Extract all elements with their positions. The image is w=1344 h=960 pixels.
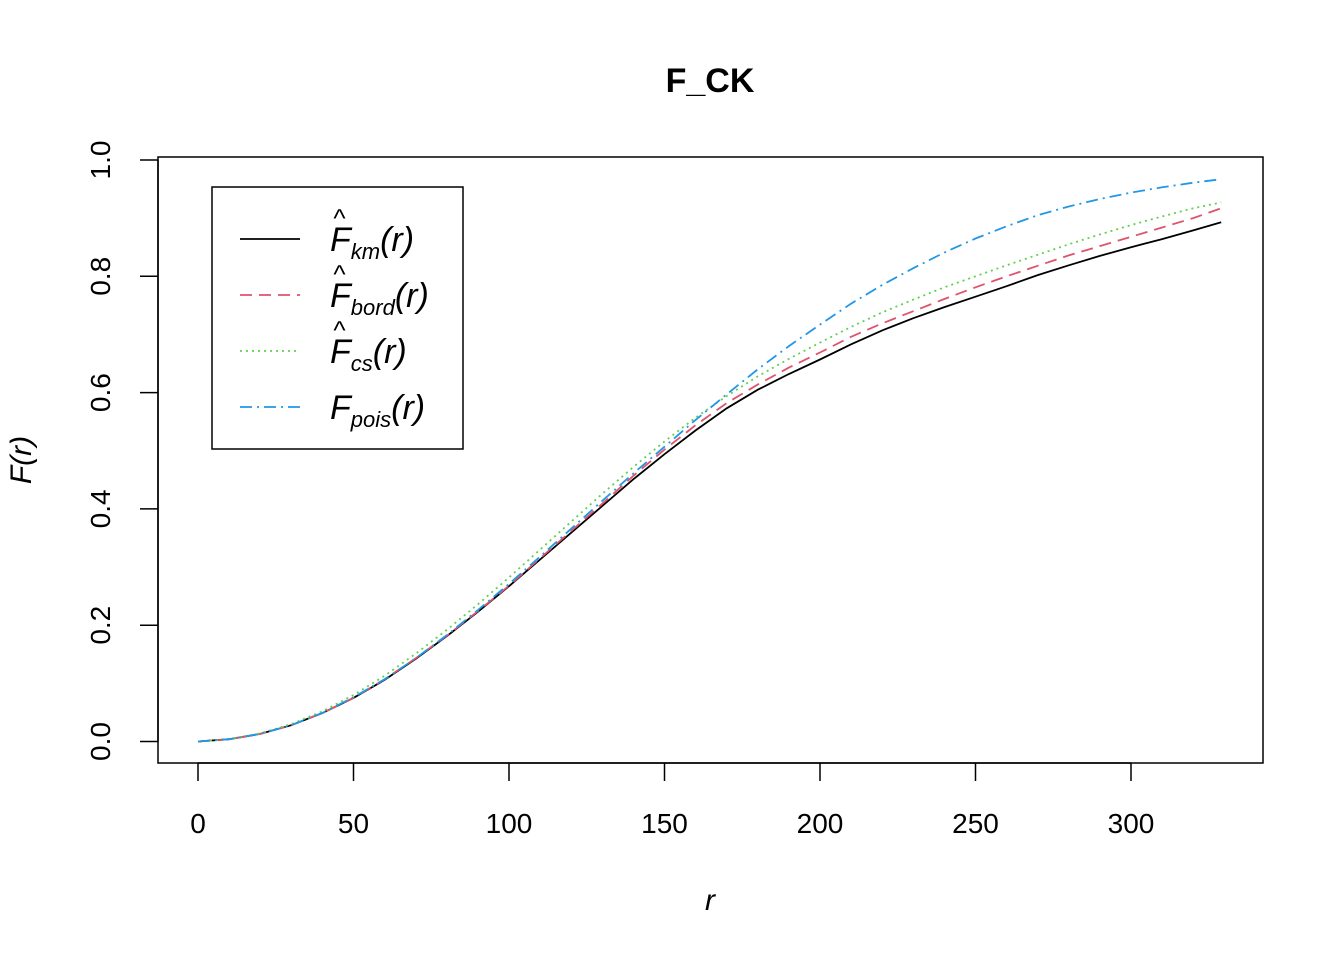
y-axis-label-text: F(r) — [5, 436, 38, 484]
legend-hat-bord: ^ — [333, 259, 346, 289]
y-axis: 0.0 0.2 0.4 0.6 0.8 1.0 — [85, 141, 159, 761]
y-tick-label: 0.4 — [85, 489, 116, 528]
chart-title: F_CK — [666, 62, 755, 100]
x-tick-label: 200 — [797, 808, 844, 839]
legend-box — [211, 186, 464, 450]
x-tick-label: 300 — [1108, 808, 1155, 839]
y-tick-label: 1.0 — [85, 141, 116, 180]
x-tick-label: 250 — [952, 808, 999, 839]
x-axis: 0 50 100 150 200 250 300 — [190, 762, 1155, 839]
legend-label-km: Fkm(r) — [330, 221, 414, 264]
y-tick-label: 0.6 — [85, 373, 116, 412]
y-axis-label: F(r) — [5, 436, 38, 484]
x-tick-label: 150 — [641, 808, 688, 839]
y-tick-label: 0.2 — [85, 606, 116, 645]
x-axis-label: r — [705, 884, 716, 917]
legend-label-pois: Fpois(r) — [330, 389, 425, 432]
y-tick-label: 0.0 — [85, 722, 116, 761]
legend-label-bord: Fbord(r) — [330, 277, 429, 320]
legend-hat-km: ^ — [333, 203, 346, 233]
series-line-pois — [197, 178, 1222, 743]
legend-label-cs: Fcs(r) — [330, 333, 407, 376]
y-tick-label: 0.8 — [85, 257, 116, 296]
legend: Fkm(r)^Fbord(r)^Fcs(r)^Fpois(r) — [211, 186, 464, 450]
series-line-bord — [197, 207, 1222, 743]
legend-hat-cs: ^ — [333, 315, 346, 345]
x-tick-label: 100 — [486, 808, 533, 839]
x-tick-label: 0 — [190, 808, 206, 839]
x-tick-label: 50 — [338, 808, 369, 839]
